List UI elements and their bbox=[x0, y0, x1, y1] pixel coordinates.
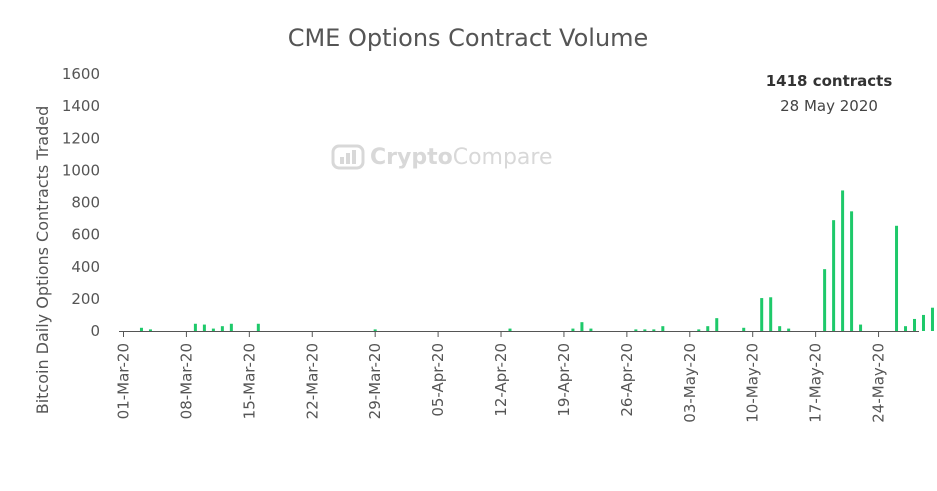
bar bbox=[706, 326, 710, 331]
y-tick-label: 800 bbox=[71, 194, 100, 212]
watermark-compare: Compare bbox=[453, 145, 553, 170]
svg-text:CryptoCompare: CryptoCompare bbox=[370, 145, 553, 170]
bar bbox=[220, 326, 224, 331]
watermark-crypto: Crypto bbox=[370, 145, 453, 170]
cryptocompare-logo-icon bbox=[331, 144, 365, 170]
bar bbox=[373, 329, 377, 331]
y-axis-label: Bitcoin Daily Options Contracts Traded bbox=[33, 106, 52, 415]
bar bbox=[921, 314, 925, 331]
bar bbox=[652, 329, 656, 331]
bar bbox=[715, 318, 719, 331]
y-tick-label: 0 bbox=[90, 322, 100, 340]
annotation-date: 28 May 2020 bbox=[780, 97, 878, 115]
bar bbox=[904, 326, 908, 331]
y-tick-label: 200 bbox=[71, 290, 100, 308]
bar bbox=[823, 269, 827, 331]
y-tick-label: 600 bbox=[71, 226, 100, 244]
bar bbox=[229, 323, 233, 331]
bar bbox=[742, 327, 746, 331]
bar bbox=[508, 328, 512, 331]
bar bbox=[859, 324, 863, 331]
y-tick-label: 1600 bbox=[62, 65, 100, 83]
bar bbox=[661, 326, 665, 331]
bar bbox=[697, 329, 701, 331]
bar bbox=[930, 307, 934, 331]
x-tick-label: 03-May-20 bbox=[681, 343, 699, 423]
y-axis-ticks: 0 200 400 600 800 1000 1200 1400 1600 bbox=[62, 65, 100, 340]
y-tick-label: 400 bbox=[71, 258, 100, 276]
y-tick-label: 1200 bbox=[62, 129, 100, 147]
x-tick-label: 19-Apr-20 bbox=[555, 343, 573, 417]
bar bbox=[589, 328, 593, 331]
bars-group bbox=[139, 190, 934, 331]
bar bbox=[643, 329, 647, 331]
x-tick-label: 08-Mar-20 bbox=[177, 343, 195, 419]
watermark: CryptoCompare bbox=[331, 144, 553, 170]
bar bbox=[850, 211, 854, 331]
bar bbox=[769, 297, 773, 331]
bar bbox=[760, 298, 764, 331]
bar bbox=[913, 318, 917, 331]
bar bbox=[580, 322, 584, 331]
x-tick-label: 05-Apr-20 bbox=[429, 343, 447, 417]
bar bbox=[778, 326, 782, 331]
x-tick-label: 24-May-20 bbox=[870, 343, 888, 423]
bar bbox=[202, 324, 206, 331]
x-axis-ticks: 01-Mar-20 08-Mar-20 15-Mar-20 22-Mar-20 29-M… bbox=[114, 331, 888, 423]
bar bbox=[139, 327, 143, 331]
bar bbox=[841, 190, 845, 331]
y-tick-label: 1400 bbox=[62, 97, 100, 115]
bar bbox=[256, 323, 260, 331]
y-tick-label: 1000 bbox=[62, 161, 100, 179]
bar bbox=[148, 329, 152, 331]
bar bbox=[211, 328, 215, 331]
x-tick-label: 01-Mar-20 bbox=[114, 343, 132, 419]
x-tick-label: 15-Mar-20 bbox=[240, 343, 258, 419]
chart-title: CME Options Contract Volume bbox=[288, 24, 649, 52]
x-tick-label: 17-May-20 bbox=[807, 343, 825, 423]
annotation-value: 1418 contracts bbox=[766, 72, 893, 90]
bar bbox=[634, 329, 638, 331]
x-tick-label: 26-Apr-20 bbox=[618, 343, 636, 417]
bar bbox=[895, 225, 899, 331]
x-tick-label: 12-Apr-20 bbox=[492, 343, 510, 417]
bar bbox=[571, 328, 575, 331]
bar bbox=[193, 323, 197, 331]
x-tick-label: 22-Mar-20 bbox=[303, 343, 321, 419]
bar bbox=[832, 220, 836, 331]
x-tick-label: 29-Mar-20 bbox=[366, 343, 384, 419]
bar bbox=[787, 328, 791, 331]
x-tick-label: 10-May-20 bbox=[744, 343, 762, 423]
